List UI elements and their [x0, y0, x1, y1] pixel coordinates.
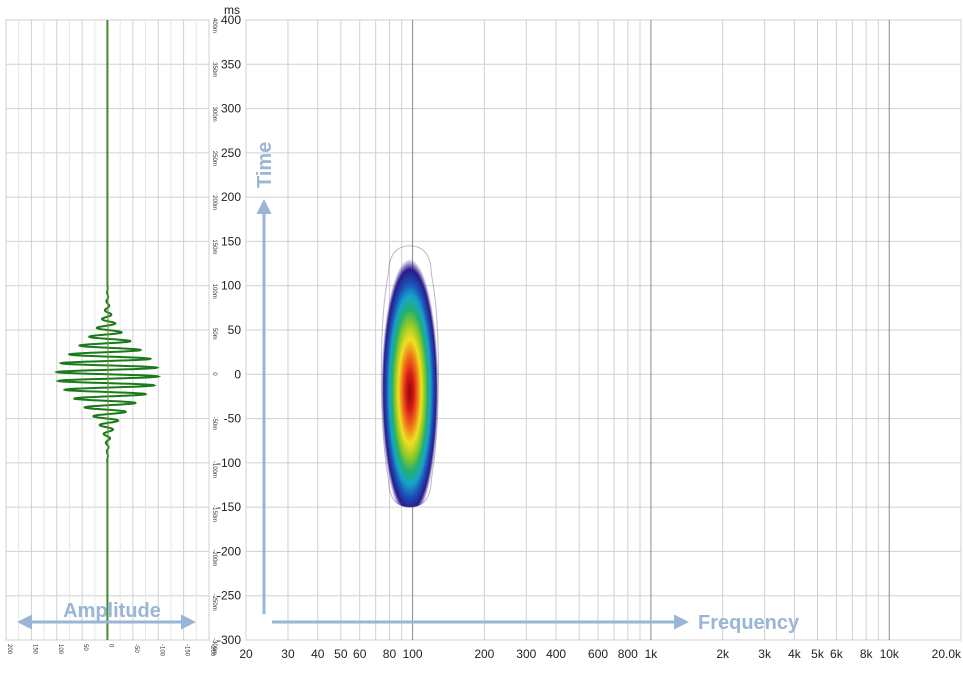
frequency-tick-label: 10k — [880, 647, 900, 661]
time-tick-label: -100 — [217, 456, 241, 470]
waveform-y-tick-label: 350m — [211, 62, 217, 77]
frequency-ticks: 20 30 40 50 60 80 100 200 300 400 600 800 1k 2k 3k 4k 5k… — [239, 647, 962, 661]
frequency-tick-label: 400 — [546, 647, 566, 661]
frequency-tick-label: 200 — [474, 647, 494, 661]
waveform-y-tick-label: -150m — [211, 505, 217, 522]
frequency-tick-label: 300 — [516, 647, 536, 661]
waveform-x-tick-label: 100 — [57, 644, 63, 655]
waveform-y-tick-label: 200m — [211, 195, 217, 210]
time-tick-label: 0 — [234, 367, 241, 381]
waveform-trace — [53, 20, 162, 640]
frequency-tick-label: 2k — [716, 647, 730, 661]
waveform-x-ticks: 200 150 100 50 0 -50 -100 -150 -200 — [6, 644, 215, 657]
waveform-y-tick-label: 50m — [211, 328, 217, 340]
frequency-tick-label: 8k — [860, 647, 874, 661]
time-tick-label: -150 — [217, 500, 241, 514]
waveform-y-tick-label: 250m — [211, 151, 217, 166]
waveform-y-ticks: 400m 350m 300m 250m 200m 150m 100m 50m 0 -50m -100… — [211, 18, 217, 655]
frequency-tick-label: 30 — [281, 647, 295, 661]
frequency-tick-label: 5k — [811, 647, 825, 661]
waveform-x-tick-label: 200 — [6, 644, 12, 655]
waveform-x-tick-label: -150 — [184, 644, 190, 657]
frequency-tick-label: 6k — [830, 647, 844, 661]
frequency-tick-label: 20.0k — [932, 647, 962, 661]
time-tick-label: -200 — [217, 544, 241, 558]
spectrogram-panel: 20 30 40 50 60 80 100 200 300 400 600 800 1k 2k 3k 4k 5k… — [217, 3, 962, 661]
time-tick-label: -50 — [224, 412, 242, 426]
frequency-tick-label: 60 — [353, 647, 367, 661]
frequency-tick-label: 80 — [383, 647, 397, 661]
frequency-tick-label: 50 — [334, 647, 348, 661]
waveform-y-tick-label: -100m — [211, 461, 217, 478]
waveform-y-tick-label: 150m — [211, 239, 217, 254]
waveform-x-tick-label: -100 — [158, 644, 164, 657]
waveform-x-tick-label: 0 — [108, 644, 114, 648]
time-tick-label: -250 — [217, 589, 241, 603]
waveform-x-tick-label: 50 — [82, 644, 88, 651]
frequency-tick-label: 4k — [788, 647, 802, 661]
waveform-y-tick-label: -50m — [211, 417, 217, 431]
time-tick-label: 400 — [221, 13, 241, 27]
spectrogram-grid — [245, 19, 962, 641]
waveform-x-tick-label: -50 — [133, 644, 139, 653]
frequency-tick-label: 100 — [403, 647, 423, 661]
time-tick-label: 50 — [228, 323, 242, 337]
frequency-tick-label: 1k — [645, 647, 659, 661]
frequency-tick-label: 600 — [588, 647, 608, 661]
time-tick-label: 200 — [221, 190, 241, 204]
time-tick-label: -300 — [217, 633, 241, 647]
waveform-y-tick-label: 100m — [211, 284, 217, 299]
waveform-x-tick-label: 150 — [31, 644, 37, 655]
amplitude-axis-label: Amplitude — [63, 600, 161, 622]
spectrogram-energy-blob — [380, 245, 439, 508]
time-ticks: 400 350 300 250 200 150 100 50 0 -50 -100 -150 -200 -… — [217, 13, 241, 647]
waveform-y-tick-label: -300m — [211, 638, 217, 655]
frequency-tick-label: 20 — [239, 647, 253, 661]
waveform-y-tick-label: -200m — [211, 549, 217, 566]
waveform-y-tick-label: 400m — [211, 18, 217, 33]
waveform-y-tick-label: 300m — [211, 107, 217, 122]
frequency-tick-label: 3k — [758, 647, 772, 661]
time-tick-label: 300 — [221, 102, 241, 116]
frequency-axis-label: Frequency — [698, 612, 800, 634]
waveform-y-tick-label: 0 — [211, 372, 217, 376]
time-tick-label: 100 — [221, 279, 241, 293]
time-tick-label: 250 — [221, 146, 241, 160]
frequency-tick-label: 40 — [311, 647, 325, 661]
time-tick-label: 150 — [221, 234, 241, 248]
time-unit-label: ms — [224, 3, 240, 17]
time-axis-label: Time — [254, 142, 276, 188]
waveform-y-tick-label: -250m — [211, 594, 217, 611]
frequency-tick-label: 800 — [618, 647, 638, 661]
time-tick-label: 350 — [221, 57, 241, 71]
waveform-panel: 200 150 100 50 0 -50 -100 -150 -200 400m 350m 300m… — [5, 18, 217, 657]
waveform-x-tick-label: -200 — [209, 644, 215, 657]
